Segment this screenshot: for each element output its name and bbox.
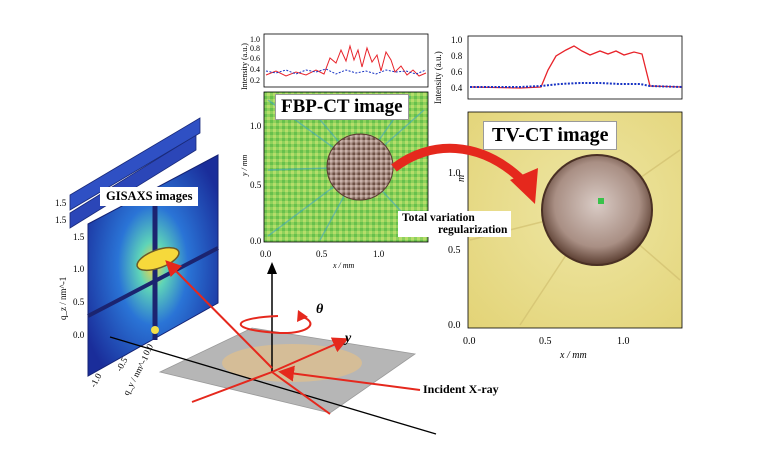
tv-profile-blue-series bbox=[470, 82, 683, 88]
theta-label: θ bbox=[316, 302, 324, 317]
x-ray-beam-line bbox=[109, 336, 437, 435]
fbp-profile-ytick-08: 0.8 bbox=[250, 44, 260, 53]
gisaxs-xtick-00: 0.0 bbox=[141, 342, 155, 357]
transform-arrow-head bbox=[510, 168, 538, 204]
fbp-profile-ytick-10: 1.0 bbox=[250, 35, 260, 44]
tv-y-axis-label: m bbox=[456, 175, 467, 182]
gisaxs-specular-spot bbox=[151, 326, 159, 334]
x-axis-back-line bbox=[191, 371, 273, 403]
tv-xtick-10: 1.0 bbox=[617, 336, 630, 347]
fbp-ct-title: FBP-CT image bbox=[275, 94, 409, 120]
tv-profile-ytick-10: 1.0 bbox=[451, 35, 463, 45]
fbp-xtick-10: 1.0 bbox=[373, 249, 385, 259]
tv-ct-title: TV-CT image bbox=[483, 121, 618, 150]
gisaxs-ytick-00: 0.0 bbox=[73, 330, 85, 340]
tv-xtick-05: 0.5 bbox=[539, 336, 552, 347]
fbp-sample-disk bbox=[326, 133, 394, 201]
tv-x-axis-label: x / mm bbox=[559, 350, 587, 361]
fbp-xtick-05: 0.5 bbox=[316, 249, 328, 259]
fbp-profile-y-axis-label: Intensity (a.u.) bbox=[240, 43, 249, 90]
fbp-ytick-05: 0.5 bbox=[250, 180, 262, 190]
tv-regularization-line-1: Total variation bbox=[402, 212, 475, 224]
transform-arrow-shaft bbox=[391, 143, 526, 184]
incident-x-ray-label: Incident X-ray bbox=[421, 382, 501, 397]
theta-arrowhead bbox=[297, 310, 308, 322]
fbp-profile-ytick-04: 0.4 bbox=[250, 65, 260, 74]
gisaxs-detector-gap bbox=[87, 246, 219, 318]
tv-xtick-00: 0.0 bbox=[463, 336, 476, 347]
tv-profile-ytick-08: 0.8 bbox=[451, 51, 463, 61]
incident-pointer bbox=[278, 365, 421, 391]
tv-profile-ytick-06: 0.6 bbox=[451, 67, 463, 77]
gisaxs-ytick-10: 1.0 bbox=[73, 264, 85, 274]
gisaxs-back-ytick-0: 1.5 bbox=[55, 198, 67, 208]
tv-ytick-10: 1.0 bbox=[448, 168, 461, 179]
tv-profile-frame bbox=[467, 35, 683, 100]
gisaxs-back-ytick-1: 1.5 bbox=[55, 215, 67, 225]
fbp-profile-blue-series bbox=[265, 68, 427, 75]
theta-rotation-arrow bbox=[239, 315, 312, 335]
gisaxs-y-axis-label: q_z / nm^-1 bbox=[58, 277, 68, 320]
tv-ytick-00: 0.0 bbox=[448, 320, 461, 331]
gisaxs-scatter-spot bbox=[136, 246, 180, 272]
fbp-ytick-10: 1.0 bbox=[250, 121, 262, 131]
gisaxs-ytick-05: 0.5 bbox=[73, 297, 85, 307]
tv-profile-red-series bbox=[469, 45, 683, 89]
tv-profile-ytick-04: 0.4 bbox=[451, 83, 463, 93]
fbp-x-axis-label: x / mm bbox=[332, 261, 355, 270]
tv-profile-y-axis-label: Intensity (a.u.) bbox=[433, 51, 443, 104]
gisaxs-stack bbox=[69, 117, 219, 377]
y-axis-label: y bbox=[343, 331, 352, 346]
tv-disk-highlight bbox=[598, 198, 604, 204]
fbp-profile-red-series bbox=[265, 44, 427, 77]
scatter-pointer bbox=[165, 260, 273, 369]
tv-ytick-05: 0.5 bbox=[448, 245, 461, 256]
gisaxs-title: GISAXS images bbox=[100, 187, 199, 206]
tv-regularization-line-2: regularization bbox=[438, 224, 508, 236]
fbp-y-axis-label: y / mm bbox=[240, 154, 249, 177]
tv-regularization-label: Total variation regularization bbox=[398, 211, 512, 237]
fbp-profile-ytick-06: 0.6 bbox=[250, 54, 260, 63]
fbp-profile-ytick-02: 0.2 bbox=[250, 76, 260, 85]
fbp-xtick-00: 0.0 bbox=[260, 249, 272, 259]
gisaxs-ytick-15: 1.5 bbox=[73, 232, 85, 242]
tv-sample-disk bbox=[541, 154, 653, 266]
fbp-ytick-00: 0.0 bbox=[250, 236, 262, 246]
vertical-axis-arrowhead bbox=[267, 262, 277, 274]
